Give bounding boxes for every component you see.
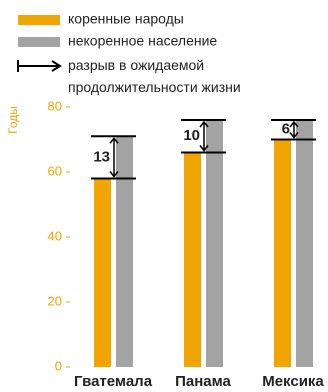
y-axis-label: Годы [6,106,20,134]
gap-label: 6 [282,121,290,138]
y-tick-label: 20 [48,293,62,308]
legend-swatch [18,37,60,47]
bar [206,120,223,367]
x-tick-label: Гватемала [74,373,153,390]
gap-legend-icon [17,60,62,72]
y-tick-label: 60 [48,163,62,178]
gap-arrow-head [199,120,209,152]
gap-label: 13 [93,148,110,165]
legend-label: некоренное население [68,33,217,49]
y-tick-label: 80 [48,98,62,113]
x-tick-label: Мексика [262,373,324,390]
x-tick-label: Панама [175,373,231,390]
gap-arrow-head [109,137,119,178]
bar [184,152,201,367]
y-tick-label: 0 [55,358,62,373]
y-tick-label: 40 [48,228,62,243]
gap-label: 10 [183,127,200,144]
gap-arrow-head [289,120,299,139]
bar [274,139,291,367]
legend-label: коренные народы [68,11,184,27]
bar [116,136,133,367]
gap-legend-line1: разрыв в ожидаемой продолжительности жизн… [68,57,241,95]
bar [94,178,111,367]
legend-swatch [18,15,60,25]
bar [296,120,313,367]
